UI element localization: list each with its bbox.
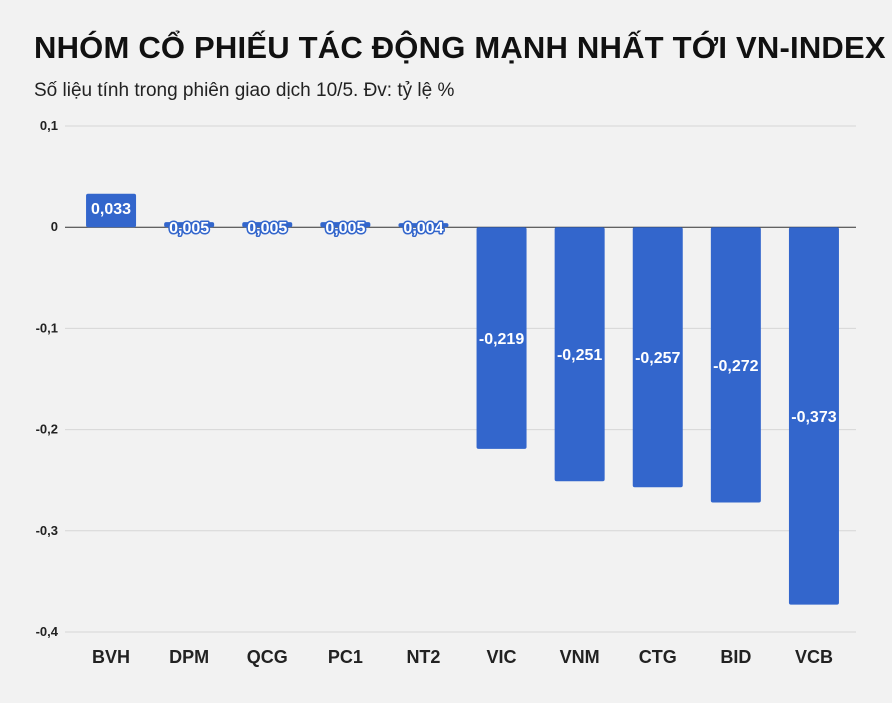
y-tick-label: -0,2 <box>36 422 58 437</box>
y-tick-label: -0,4 <box>36 624 59 639</box>
bar-vcb <box>788 227 839 605</box>
chart-subtitle: Số liệu tính trong phiên giao dịch 10/5.… <box>34 80 455 101</box>
x-tick-label: BID <box>720 647 751 667</box>
x-tick-label: CTG <box>639 647 677 667</box>
bar-bvh <box>86 193 137 228</box>
bar-vnm <box>554 227 605 482</box>
bar-vic <box>476 227 527 449</box>
data-label: -0,251 <box>557 347 602 364</box>
x-tick-label: VNM <box>560 647 600 667</box>
y-tick-label: 0,1 <box>40 118 58 133</box>
bar-qcg <box>242 222 293 228</box>
x-tick-label: PC1 <box>328 647 363 667</box>
x-tick-label: VCB <box>795 647 833 667</box>
chart-title: NHÓM CỔ PHIẾU TÁC ĐỘNG MẠNH NHẤT TỚI VN-… <box>34 30 886 65</box>
data-label: 0,005 <box>325 220 365 237</box>
data-label: -0,257 <box>635 350 680 367</box>
data-label: -0,373 <box>791 409 836 426</box>
y-tick-label: -0,3 <box>36 523 58 538</box>
x-tick-label: VIC <box>487 647 517 667</box>
y-tick-label: -0,1 <box>36 320 58 335</box>
bar-pc1 <box>320 222 371 228</box>
data-label: -0,272 <box>713 358 758 375</box>
data-label: 0,004 <box>403 220 443 237</box>
x-tick-label: BVH <box>92 647 130 667</box>
data-label: 0,033 <box>91 201 131 218</box>
data-label: 0,005 <box>169 220 209 237</box>
x-tick-label: NT2 <box>406 647 440 667</box>
y-tick-label: 0 <box>51 219 58 234</box>
data-label: -0,219 <box>479 331 524 348</box>
x-tick-label: DPM <box>169 647 209 667</box>
x-tick-label: QCG <box>247 647 288 667</box>
bar-bid <box>710 227 761 503</box>
data-label: 0,005 <box>247 220 287 237</box>
bar-ctg <box>632 227 683 488</box>
bar-nt2 <box>398 223 449 228</box>
bar-dpm <box>164 222 215 228</box>
